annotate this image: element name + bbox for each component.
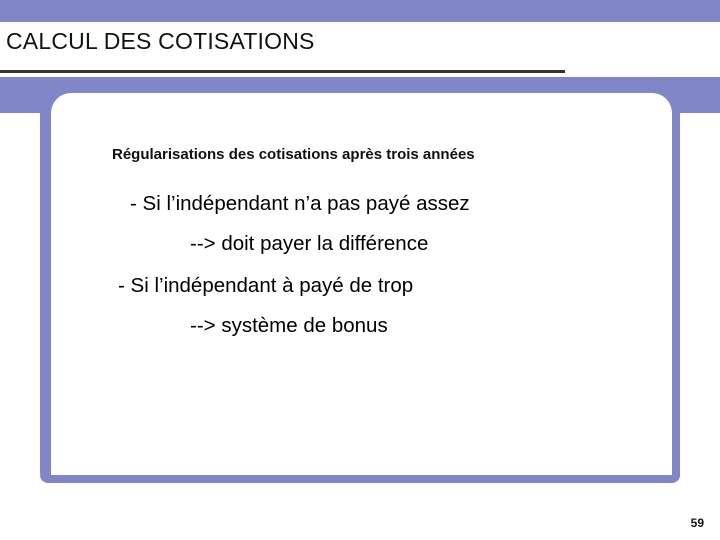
bullet-line: --> système de bonus — [190, 314, 388, 338]
bullet-text: système de bonus — [221, 314, 387, 337]
bullet-text: doit payer la différence — [221, 232, 428, 255]
subtitle: Régularisations des cotisations après tr… — [112, 146, 475, 163]
bullet-line: - Si l’indépendant à payé de trop — [118, 274, 413, 298]
bullet-prefix: - — [118, 274, 131, 297]
bullet-line: - Si l’indépendant n’a pas payé assez — [130, 192, 470, 216]
slide-title: CALCUL DES COTISATIONS — [6, 28, 315, 55]
page-number: 59 — [691, 516, 704, 530]
bullet-prefix: --> — [190, 232, 221, 255]
top-accent-bar — [0, 0, 720, 22]
slide: CALCUL DES COTISATIONS Régularisations d… — [0, 0, 720, 540]
bullet-text: Si l’indépendant à payé de trop — [131, 274, 414, 297]
frame-right — [672, 77, 680, 483]
frame-bottom — [40, 475, 680, 483]
bullet-prefix: - — [130, 192, 143, 215]
bullet-text: Si l’indépendant n’a pas payé assez — [143, 192, 470, 215]
frame-left — [40, 77, 51, 483]
bullet-line: --> doit payer la différence — [190, 232, 428, 256]
bullet-prefix: --> — [190, 314, 221, 337]
title-underline — [0, 70, 565, 73]
